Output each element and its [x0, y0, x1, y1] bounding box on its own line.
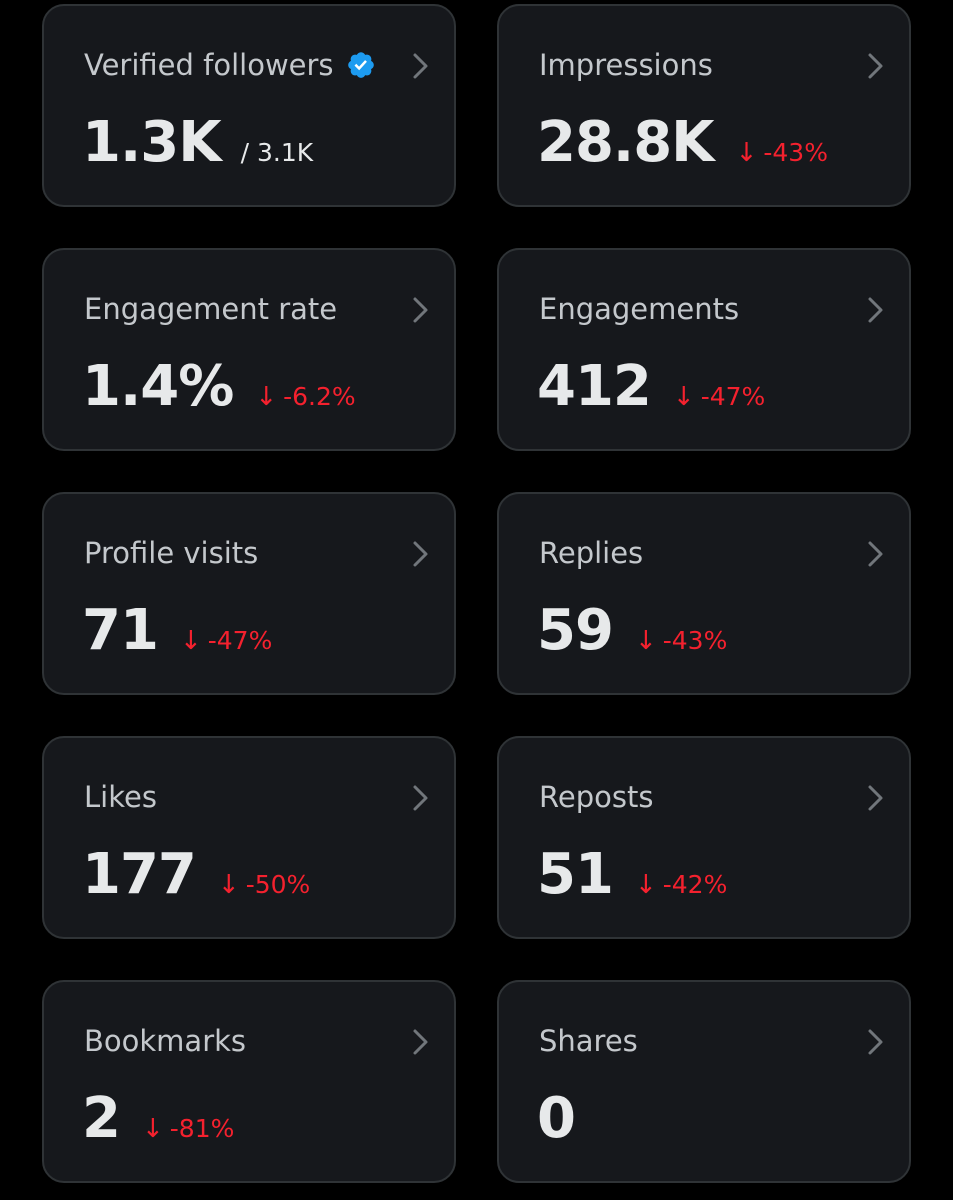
metric-title: Likes — [84, 780, 157, 814]
metric-change: ↓ -43% — [635, 626, 727, 656]
metric-total: / 3.1K — [240, 138, 314, 167]
metric-change-value: -43% — [662, 626, 728, 655]
arrow-down-icon: ↓ — [179, 626, 202, 656]
chevron-right-icon — [413, 785, 428, 811]
metrics-grid: Verified followers 1.3K / 3.1K Impressio… — [42, 4, 911, 1183]
metric-change: ↓ -50% — [218, 870, 310, 900]
metric-card-shares[interactable]: Shares 0 — [497, 980, 911, 1183]
metric-value-row: 2 ↓ -81% — [82, 1086, 234, 1151]
metric-change-value: -81% — [169, 1114, 235, 1143]
metric-title: Reposts — [539, 780, 653, 814]
metric-card-likes[interactable]: Likes 177 ↓ -50% — [42, 736, 456, 939]
chevron-right-icon — [868, 785, 883, 811]
metric-change: ↓ -6.2% — [255, 382, 355, 412]
arrow-down-icon: ↓ — [141, 1114, 164, 1144]
arrow-down-icon: ↓ — [217, 870, 240, 900]
chevron-right-icon — [413, 53, 428, 79]
metric-label: Likes — [84, 780, 157, 814]
metric-change: ↓ -43% — [736, 138, 828, 168]
chevron-right-icon — [868, 53, 883, 79]
chevron-right-icon — [868, 297, 883, 323]
metric-title: Shares — [539, 1024, 638, 1058]
metric-value-row: 412 ↓ -47% — [537, 354, 765, 419]
metric-card-profile-visits[interactable]: Profile visits 71 ↓ -47% — [42, 492, 456, 695]
metric-change-value: -50% — [245, 870, 311, 899]
metric-value: 177 — [82, 842, 197, 907]
metric-title: Verified followers — [84, 48, 376, 82]
metric-label: Verified followers — [84, 48, 334, 82]
metric-value-row: 28.8K ↓ -43% — [537, 110, 828, 175]
chevron-right-icon — [413, 297, 428, 323]
metric-change-value: -43% — [763, 138, 828, 167]
metric-label: Engagements — [539, 292, 740, 326]
metric-title: Profile visits — [84, 536, 258, 570]
metric-title: Bookmarks — [84, 1024, 246, 1058]
metric-title: Engagement rate — [84, 292, 337, 326]
metric-title: Impressions — [539, 48, 713, 82]
metric-change-value: -6.2% — [283, 382, 356, 411]
metric-title: Engagements — [539, 292, 739, 326]
metric-value-row: 0 — [537, 1086, 576, 1151]
metric-value-row: 1.3K / 3.1K — [82, 110, 313, 175]
metric-change-value: -47% — [700, 382, 766, 411]
metric-label: Shares — [539, 1024, 638, 1058]
metric-change: ↓ -42% — [635, 870, 727, 900]
metric-value-row: 177 ↓ -50% — [82, 842, 310, 907]
metric-change: ↓ -47% — [180, 626, 272, 656]
metric-value-row: 71 ↓ -47% — [82, 598, 272, 663]
metric-title: Replies — [539, 536, 643, 570]
arrow-down-icon: ↓ — [672, 382, 695, 412]
metric-value: 71 — [82, 598, 159, 663]
metric-label: Reposts — [539, 780, 654, 814]
metric-value: 0 — [537, 1086, 576, 1151]
metric-label: Engagement rate — [84, 292, 338, 326]
metric-value: 412 — [537, 354, 652, 419]
metric-value-row: 51 ↓ -42% — [537, 842, 727, 907]
metric-card-reposts[interactable]: Reposts 51 ↓ -42% — [497, 736, 911, 939]
metric-value: 59 — [537, 598, 614, 663]
metric-card-engagements[interactable]: Engagements 412 ↓ -47% — [497, 248, 911, 451]
metric-label: Replies — [539, 536, 644, 570]
chevron-right-icon — [868, 541, 883, 567]
arrow-down-icon: ↓ — [634, 626, 657, 656]
metric-card-replies[interactable]: Replies 59 ↓ -43% — [497, 492, 911, 695]
arrow-down-icon: ↓ — [735, 138, 758, 168]
metric-change: ↓ -81% — [142, 1114, 234, 1144]
verified-badge-icon — [347, 52, 374, 78]
metric-change: ↓ -47% — [673, 382, 765, 412]
chevron-right-icon — [868, 1029, 883, 1055]
metric-value: 51 — [537, 842, 614, 907]
metric-change-value: -42% — [662, 870, 728, 899]
chevron-right-icon — [413, 1029, 428, 1055]
metric-value: 1.3K — [82, 110, 222, 175]
metric-value-row: 59 ↓ -43% — [537, 598, 727, 663]
metric-value: 1.4% — [82, 354, 234, 419]
arrow-down-icon: ↓ — [255, 382, 278, 412]
metric-label: Bookmarks — [84, 1024, 247, 1058]
metric-label: Profile visits — [84, 536, 259, 570]
metric-card-bookmarks[interactable]: Bookmarks 2 ↓ -81% — [42, 980, 456, 1183]
metric-value-row: 1.4% ↓ -6.2% — [82, 354, 356, 419]
metric-label: Impressions — [539, 48, 713, 82]
arrow-down-icon: ↓ — [634, 870, 657, 900]
metric-value: 2 — [82, 1086, 121, 1151]
metric-card-impressions[interactable]: Impressions 28.8K ↓ -43% — [497, 4, 911, 207]
metric-card-engagement-rate[interactable]: Engagement rate 1.4% ↓ -6.2% — [42, 248, 456, 451]
metric-value: 28.8K — [537, 110, 715, 175]
metric-card-verified-followers[interactable]: Verified followers 1.3K / 3.1K — [42, 4, 456, 207]
chevron-right-icon — [413, 541, 428, 567]
metric-change-value: -47% — [207, 626, 273, 655]
